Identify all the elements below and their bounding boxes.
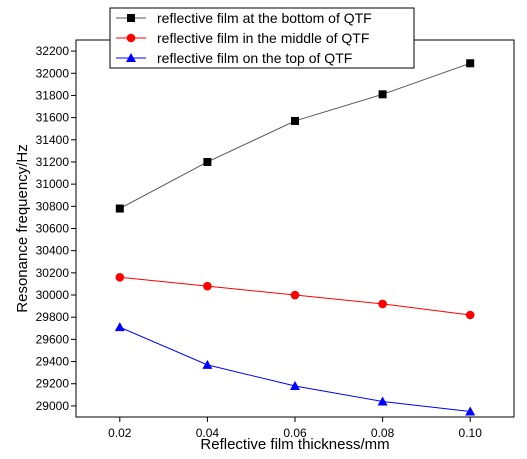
data-point — [203, 281, 212, 291]
y-tick-label: 30800 — [36, 199, 70, 213]
x-axis-title: Reflective film thickness/mm — [200, 436, 389, 453]
data-point — [290, 290, 300, 300]
series-line — [119, 62, 471, 209]
series-layer — [114, 59, 476, 416]
data-point — [203, 157, 212, 166]
data-point — [290, 380, 300, 390]
data-point — [465, 406, 476, 416]
legend-marker — [126, 33, 136, 43]
legend-marker — [126, 53, 136, 62]
data-point — [378, 90, 387, 99]
x-tick-label: 0.10 — [459, 426, 483, 440]
x-tick-label: 0.02 — [108, 426, 132, 440]
y-tick-label: 30000 — [36, 288, 70, 302]
y-tick-label: 29000 — [36, 399, 70, 413]
legend-entry-middle: reflective film in the middle of QTF — [116, 30, 369, 46]
y-tick-label: 29200 — [36, 377, 70, 391]
x-axis-ticks: 0.02 0.04 0.06 0.08 0.10 — [108, 417, 482, 440]
y-tick-label: 30200 — [36, 266, 70, 280]
data-point — [377, 396, 388, 406]
plot-frame — [75, 39, 515, 418]
y-axis-title: Resonance frequency/Hz — [14, 144, 31, 312]
y-tick-label: 31200 — [36, 155, 70, 169]
legend: reflective film at the bottom of QTF refl… — [109, 7, 415, 69]
x-tick-label: 0.08 — [371, 426, 395, 440]
y-tick-label: 32200 — [36, 44, 70, 58]
data-point — [114, 322, 125, 332]
series-middle — [115, 272, 475, 320]
y-tick-label: 32000 — [36, 66, 70, 80]
y-tick-label: 29400 — [36, 355, 70, 369]
legend-box — [109, 7, 415, 69]
y-tick-label: 31400 — [36, 133, 70, 147]
data-point — [115, 272, 125, 282]
series-line — [119, 326, 471, 412]
legend-entry-bottom: reflective film at the bottom of QTF — [116, 10, 372, 26]
x-tick-label: 0.06 — [283, 426, 307, 440]
legend-entry-top: reflective film on the top of QTF — [116, 50, 352, 66]
data-point — [465, 310, 475, 320]
y-tick-label: 31800 — [36, 88, 70, 102]
data-point — [291, 116, 299, 125]
y-axis-ticks: 29000 29200 29400 29600 29800 30000 30200 30400… — [36, 44, 76, 413]
series-bottom — [115, 59, 475, 213]
y-tick-label: 29800 — [36, 310, 70, 324]
series-top — [114, 322, 476, 416]
legend-label: reflective film in the middle of QTF — [157, 30, 369, 46]
data-point — [202, 359, 213, 369]
x-tick-label: 0.04 — [196, 426, 220, 440]
y-tick-label: 31000 — [36, 177, 70, 191]
plot-area-border — [75, 39, 515, 418]
y-tick-label: 29600 — [36, 332, 70, 346]
legend-label: reflective film on the top of QTF — [157, 50, 352, 66]
legend-marker — [127, 14, 135, 22]
data-point — [378, 299, 387, 309]
y-tick-label: 30400 — [36, 244, 70, 258]
data-point — [466, 59, 475, 68]
y-tick-label: 31600 — [36, 111, 70, 125]
data-point — [115, 204, 124, 213]
legend-label: reflective film at the bottom of QTF — [157, 10, 372, 26]
y-tick-label: 30600 — [36, 222, 70, 236]
